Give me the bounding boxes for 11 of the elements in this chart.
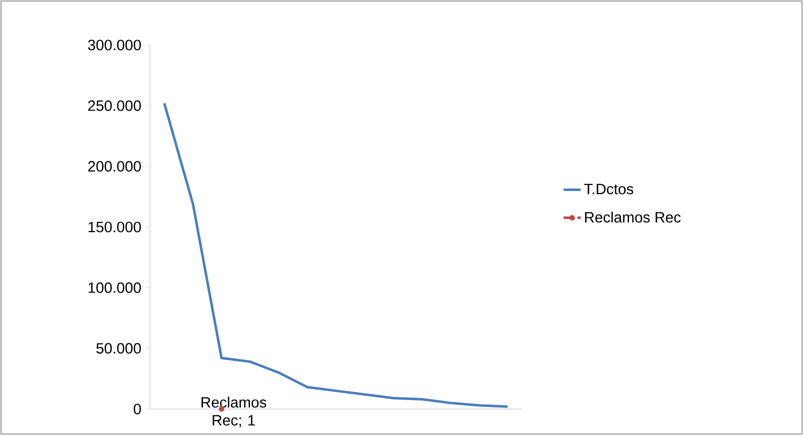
data-label: Reclamos Rec; 1 [202,396,266,428]
y-tick-label: 100.000 [88,282,141,293]
y-tick-label: 0 [134,404,141,414]
y-tick-label: 250.000 [88,100,141,111]
y-tick-label: 50.000 [96,343,141,354]
y-tick-label: 200.000 [88,161,141,172]
legend-label: Reclamos Rec [585,212,681,223]
y-tick-label: 150.000 [88,222,141,232]
legend-label: T.Dctos [584,184,634,194]
line-series [163,102,509,408]
y-tick-label: 300.000 [88,40,141,50]
